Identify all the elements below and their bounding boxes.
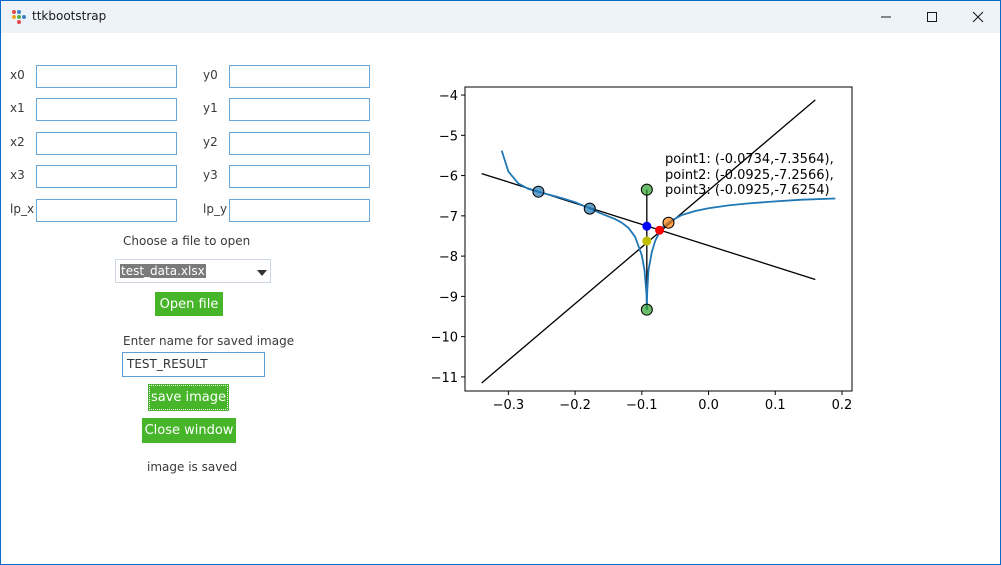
close-button[interactable] <box>955 1 1000 33</box>
status-message: image is saved <box>147 460 238 474</box>
lp-y-field[interactable] <box>229 199 370 222</box>
save-image-button[interactable]: save image <box>148 384 229 411</box>
y3-field[interactable] <box>229 165 370 188</box>
data-marker <box>532 185 545 198</box>
annotation-line-2: point2: (-0.0925,-7.2566), <box>665 168 834 183</box>
close-window-button[interactable]: Close window <box>142 418 236 443</box>
x2-label: x2 <box>10 135 25 149</box>
x-tick-label: 0.2 <box>832 398 853 413</box>
y3-label: y3 <box>203 168 218 182</box>
y0-label: y0 <box>203 68 218 82</box>
y-tick-label: −5 <box>439 129 458 144</box>
plot-area <box>464 86 853 392</box>
data-marker <box>662 216 675 229</box>
lp-y-label: lp_y <box>203 202 228 216</box>
file-select-value: test_data.xlsx <box>120 264 206 278</box>
x-tick-label: −0.2 <box>559 398 591 413</box>
lp-x-field[interactable] <box>36 199 177 222</box>
x-tick-label: 0.0 <box>698 398 719 413</box>
y-tick-label: −10 <box>431 331 458 346</box>
y-tick-label: −6 <box>439 170 458 185</box>
app-logo-icon <box>12 10 26 24</box>
x-tick-label: 0.1 <box>765 398 786 413</box>
computed-point <box>642 236 652 246</box>
annotation-line-1: point1: (-0.0734,-7.3564), <box>665 152 834 167</box>
open-file-button[interactable]: Open file <box>155 292 223 316</box>
file-prompt: Choose a file to open <box>123 234 251 248</box>
title-bar[interactable]: ttkbootstrap <box>1 1 1000 33</box>
y2-label: y2 <box>203 135 218 149</box>
y0-field[interactable] <box>229 65 370 88</box>
file-select[interactable]: test_data.xlsx <box>115 259 271 283</box>
y-tick-label: −8 <box>439 250 458 265</box>
data-marker <box>640 303 653 316</box>
data-marker <box>640 183 653 196</box>
y-tick-label: −7 <box>439 210 458 225</box>
annotation-line-3: point3: (-0.0925,-7.6254) <box>665 183 830 198</box>
y1-field[interactable] <box>229 98 370 121</box>
x1-label: x1 <box>10 101 25 115</box>
minimize-button[interactable] <box>863 1 909 33</box>
x2-field[interactable] <box>36 132 177 155</box>
image-name-field[interactable]: TEST_RESULT <box>122 352 265 377</box>
x0-field[interactable] <box>36 65 177 88</box>
x3-label: x3 <box>10 168 25 182</box>
data-marker <box>583 202 596 215</box>
maximize-button[interactable] <box>909 1 955 33</box>
result-chart: −0.3 −0.2 −0.1 0.0 0.1 0.2 −11 −10 −9 −8 −7 −6 −5 −4… <box>431 86 853 413</box>
y-tick-label: −4 <box>439 89 458 104</box>
x-tick-label: −0.3 <box>493 398 525 413</box>
y1-label: y1 <box>203 101 218 115</box>
save-prompt: Enter name for saved image <box>123 334 295 348</box>
window-title: ttkbootstrap <box>32 9 107 23</box>
computed-point <box>642 221 652 231</box>
y-tick-label: −9 <box>439 290 458 305</box>
data-curve <box>645 197 836 310</box>
computed-point <box>655 225 665 235</box>
y-tick-label: −11 <box>431 371 458 386</box>
maximize-icon <box>927 12 937 22</box>
x1-field[interactable] <box>36 98 177 121</box>
close-icon <box>972 11 984 23</box>
y2-field[interactable] <box>229 132 370 155</box>
x0-label: x0 <box>10 68 25 82</box>
lp-x-label: lp_x <box>10 202 35 216</box>
minimize-icon <box>881 16 891 18</box>
chevron-down-icon[interactable] <box>257 270 267 276</box>
x3-field[interactable] <box>36 165 177 188</box>
x-tick-label: −0.1 <box>626 398 658 413</box>
